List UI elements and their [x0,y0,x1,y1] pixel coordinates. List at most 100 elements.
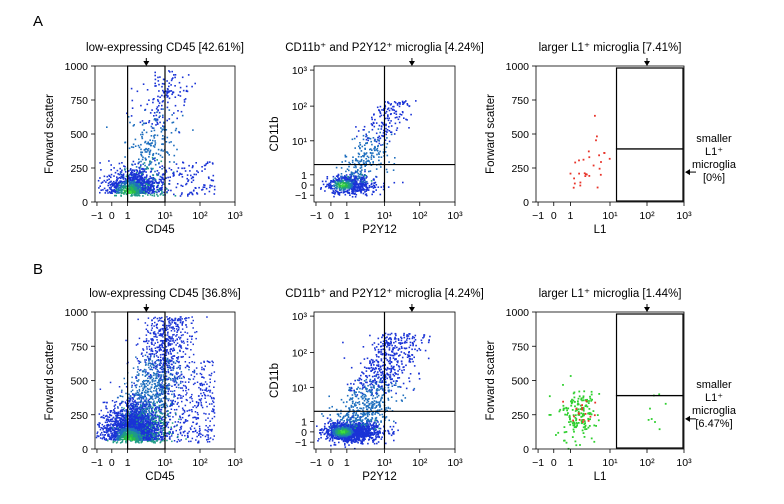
event-dot [380,125,383,128]
event-dot [368,131,370,133]
event-dot [147,399,150,402]
event-dot [160,428,162,430]
event-dot [352,189,354,192]
event-dot [191,393,193,396]
event-dot [394,110,397,113]
event-dot [326,176,329,178]
event-dot [130,440,132,442]
event-dot [368,137,370,140]
event-dot [145,189,147,192]
event-dot [362,134,365,137]
event-dot [161,101,164,103]
event-dot [140,153,142,156]
event-dot [140,175,143,177]
event-dot [152,441,155,444]
event-dot [124,183,127,185]
event-dot [363,144,366,146]
event-dot [167,91,169,94]
event-dot [144,164,146,167]
event-dot [169,344,172,346]
event-dot [99,422,101,424]
event-dot [127,405,130,407]
event-dot [385,124,387,127]
event-dot [143,180,146,182]
event-dot [192,416,194,419]
event-dot [163,191,165,194]
event-dot [154,321,156,324]
event-dot [114,185,117,187]
event-dot [132,177,135,179]
event-dot [160,441,162,443]
event-dot [158,438,161,440]
event-dot [370,158,373,160]
event-dot [592,164,595,167]
event-dot [115,411,118,414]
event-dot [157,356,159,358]
event-dot [101,438,104,440]
event-dot [181,173,183,176]
event-dot [160,178,162,181]
event-dot [136,379,138,382]
event-dot [324,186,327,188]
event-dot [379,193,382,196]
event-dot [141,440,143,443]
event-dot [139,424,141,427]
event-dot [343,191,346,193]
event-dot [584,173,587,175]
event-dot [134,175,136,178]
event-dot [166,151,169,153]
event-dot [176,329,179,332]
event-dot [174,339,177,342]
event-dot [209,161,211,163]
event-dot [130,417,132,419]
event-dot [385,123,387,126]
event-dot [142,401,144,403]
event-dot [158,407,160,409]
event-dot [153,190,156,193]
event-dot [180,380,182,383]
event-dot [377,145,379,148]
event-dot [125,182,128,185]
event-dot [132,398,134,400]
event-dot [118,173,121,176]
event-dot [193,369,196,372]
event-dot [162,336,164,338]
event-dot [194,82,196,85]
event-dot [162,125,164,127]
event-dot [138,373,140,375]
event-dot [135,192,138,195]
event-dot [179,321,182,324]
event-dot [171,390,174,393]
event-dot [106,426,108,428]
event-dot [135,410,137,412]
event-dot [360,160,363,162]
event-dot [152,153,155,155]
event-dot [163,390,165,392]
event-dot [158,387,160,390]
event-dot [170,323,172,325]
event-dot [133,169,135,172]
event-dot [163,92,165,94]
event-dot [372,152,374,154]
event-dot [156,371,158,373]
event-dot [372,190,374,193]
event-dot [376,153,378,156]
event-dot [140,369,142,371]
event-dot [165,90,167,92]
event-dot [141,158,144,161]
event-dot [196,193,199,195]
event-dot [379,111,381,113]
event-dot [349,173,351,176]
event-dot [208,190,211,193]
event-dot [159,383,161,385]
event-dot [156,385,158,387]
event-dot [155,359,158,362]
event-dot [160,149,162,152]
event-dot [356,186,358,188]
event-dot [168,90,171,92]
event-dot [362,192,365,195]
event-dot [134,193,137,196]
event-dot [132,174,134,176]
event-dot [152,436,155,439]
event-dot [155,352,157,355]
